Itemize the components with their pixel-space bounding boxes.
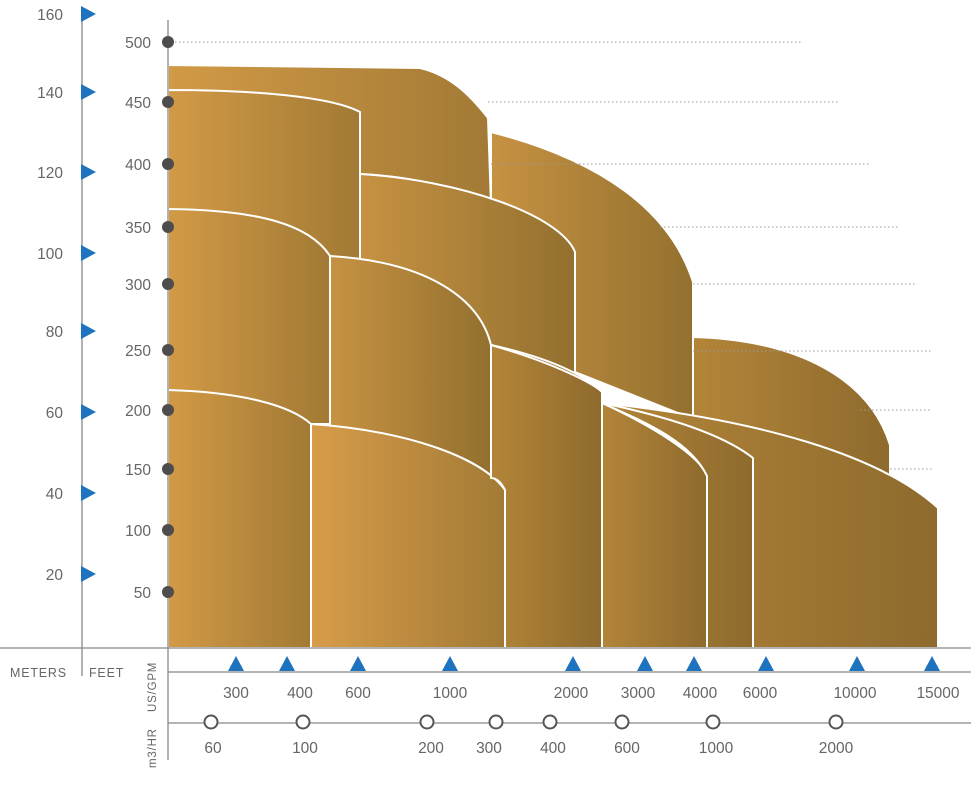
m3hr-tick-label: 300 [476,740,502,757]
meters-tick-marker [81,566,96,582]
meters-tick-marker [81,164,96,180]
m3hr-tick-marker [295,714,311,730]
feet-tick-dot [162,586,174,598]
gpm-axis-label: US/GPM [147,662,159,712]
m3hr-tick-marker [419,714,435,730]
feet-tick-dot [162,344,174,356]
gpm-tick-label: 4000 [683,685,718,702]
feet-tick-label: 350 [125,220,151,237]
gpm-tick-marker [849,656,865,671]
meters-tick-marker [81,245,96,261]
meters-tick-label: 140 [37,85,63,102]
axis-ticks: 20 40 60 80 100 120 140 160 50 100 150 200 250 300 350… [37,6,960,757]
m3hr-tick-label: 600 [614,740,640,757]
meters-tick-marker [81,323,96,339]
feet-tick-label: 300 [125,277,151,294]
gpm-tick-marker [279,656,295,671]
feet-tick-dot [162,221,174,233]
meters-tick-label: 20 [46,567,64,584]
feet-tick-dot [162,278,174,290]
gpm-tick-label: 300 [223,685,249,702]
gpm-tick-marker [350,656,366,671]
feet-tick-label: 450 [125,95,151,112]
meters-tick-label: 100 [37,246,63,263]
region-low-mid [490,344,603,649]
gpm-tick-marker [924,656,940,671]
feet-tick-label: 400 [125,157,151,174]
m3hr-tick-marker [203,714,219,730]
meters-tick-marker [81,6,96,22]
meters-axis-label: METERS [10,666,67,680]
m3hr-tick-label: 200 [418,740,444,757]
feet-tick-dot [162,158,174,170]
feet-axis-label: FEET [89,666,124,680]
meters-tick-label: 120 [37,165,63,182]
feet-tick-label: 200 [125,403,151,420]
feet-tick-label: 250 [125,343,151,360]
feet-tick-label: 150 [125,462,151,479]
gpm-tick-label: 600 [345,685,371,702]
meters-tick-label: 40 [46,486,64,503]
gpm-tick-marker [637,656,653,671]
feet-tick-label: 100 [125,523,151,540]
m3hr-tick-label: 100 [292,740,318,757]
gpm-tick-label: 6000 [743,685,778,702]
gpm-tick-label: 15000 [916,685,959,702]
gpm-tick-label: 1000 [433,685,468,702]
m3hr-tick-marker [614,714,630,730]
feet-tick-label: 50 [134,585,152,602]
feet-tick-dot [162,96,174,108]
gpm-tick-marker [228,656,244,671]
meters-tick-marker [81,485,96,501]
meters-tick-marker [81,84,96,100]
gpm-tick-label: 2000 [554,685,589,702]
gpm-tick-label: 400 [287,685,313,702]
meters-tick-marker [81,404,96,420]
m3hr-tick-marker [828,714,844,730]
dotted-gridlines [175,41,932,470]
region-low-left [167,389,312,649]
m3hr-axis-label: m3/HR [147,728,159,768]
m3hr-tick-label: 400 [540,740,566,757]
gpm-tick-marker [758,656,774,671]
feet-tick-dot [162,404,174,416]
meters-tick-label: 160 [37,7,63,24]
gpm-tick-label: 3000 [621,685,656,702]
m3hr-tick-marker [705,714,721,730]
feet-tick-dot [162,36,174,48]
m3hr-tick-label: 60 [204,740,222,757]
gpm-tick-marker [565,656,581,671]
m3hr-tick-label: 2000 [819,740,854,757]
m3hr-tick-label: 1000 [699,740,734,757]
feet-tick-dot [162,524,174,536]
m3hr-tick-marker [542,714,558,730]
feet-tick-label: 500 [125,35,151,52]
gpm-tick-label: 10000 [833,685,876,702]
m3hr-tick-marker [488,714,504,730]
feet-tick-dot [162,463,174,475]
meters-tick-label: 60 [46,405,64,422]
meters-tick-label: 80 [46,324,64,341]
performance-regions [167,64,939,649]
gpm-tick-marker [442,656,458,671]
gpm-tick-marker [686,656,702,671]
region-low-right-c [601,402,939,649]
